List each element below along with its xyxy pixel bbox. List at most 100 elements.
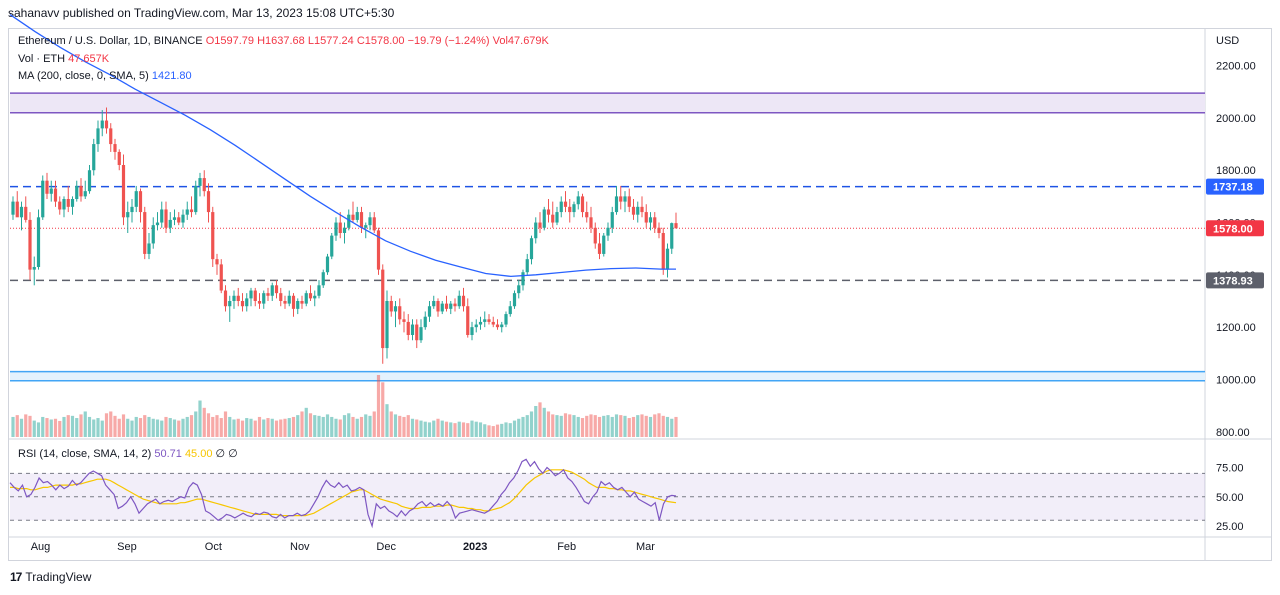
volume-bar [202, 407, 206, 437]
candle-body [470, 327, 474, 335]
candle-body [253, 290, 257, 301]
candle [559, 196, 563, 218]
candle [385, 290, 389, 359]
candle-body [572, 204, 576, 213]
volume-bar [164, 416, 168, 437]
candle [189, 196, 194, 218]
volume-bar [653, 414, 657, 437]
candle [215, 253, 219, 275]
volume-bar [538, 402, 542, 437]
volume-bar [402, 416, 406, 437]
candle-body [457, 295, 461, 307]
candle [164, 201, 168, 233]
candle-body [636, 206, 640, 215]
candle-body [478, 321, 483, 325]
candle-body [665, 248, 670, 270]
candle [262, 290, 266, 309]
candle-body [155, 222, 160, 226]
volume-bar [636, 415, 640, 437]
candle [313, 290, 317, 307]
candle [236, 287, 240, 307]
candle [619, 185, 623, 210]
candle-body [627, 196, 631, 207]
candle [648, 212, 653, 231]
candle [304, 290, 308, 307]
candle [228, 295, 232, 322]
volume-bar [66, 415, 70, 437]
candle [11, 196, 15, 220]
symbol-label[interactable]: Ethereum / U.S. Dollar, 1D, BINANCE [18, 35, 203, 47]
volume-last-value: 47.657K [68, 53, 110, 65]
candle-body [444, 303, 449, 309]
candle [32, 256, 36, 286]
candle-body [644, 212, 648, 223]
candle-body [228, 301, 232, 307]
candle [436, 298, 440, 317]
volume-bar [45, 418, 49, 437]
volume-bar [109, 411, 113, 437]
candle-body [32, 267, 36, 270]
candle [300, 295, 304, 309]
volume-label[interactable]: Vol · ETH [18, 53, 66, 65]
candle [610, 206, 614, 233]
candle-body [232, 295, 236, 301]
candle [109, 123, 113, 152]
volume-bar [317, 415, 321, 437]
candle-body [449, 303, 453, 309]
candle [70, 196, 75, 215]
candle-body [589, 217, 593, 228]
volume-bar [580, 418, 585, 437]
volume-bar [529, 411, 534, 437]
candle [478, 316, 483, 330]
candle [376, 227, 381, 275]
candle-body [257, 301, 262, 304]
candle-body [185, 209, 189, 215]
candle [66, 185, 70, 213]
candle-body [585, 212, 589, 218]
candle [606, 222, 610, 241]
volume-bar [300, 411, 304, 437]
price-tick-label: 1000.00 [1216, 374, 1256, 386]
footer-brand[interactable]: 17 TradingView [10, 570, 91, 584]
candle-body [130, 206, 134, 213]
candle-body [58, 201, 62, 210]
volume-bar [134, 416, 138, 437]
candle-body [474, 324, 478, 328]
volume-bar [338, 419, 342, 437]
candle [58, 196, 62, 215]
volume-bar [444, 421, 449, 437]
candle [338, 212, 342, 239]
candle-body [334, 222, 338, 236]
price-badge-bg [1206, 178, 1264, 195]
candle-body [610, 212, 614, 228]
price-badge: 1737.18 [1206, 178, 1264, 195]
volume-bar [478, 422, 483, 437]
volume-bar [325, 414, 330, 437]
volume-bar [393, 414, 398, 437]
rsi-label[interactable]: RSI (14, close, SMA, 14, 2) [18, 448, 152, 460]
candle-body [172, 217, 177, 220]
candle [147, 233, 151, 260]
candle [457, 290, 461, 309]
candle-body [15, 201, 19, 218]
candle [36, 209, 41, 270]
candle [181, 209, 185, 228]
candle-body [83, 191, 87, 197]
candle-body [500, 324, 504, 328]
ma-label[interactable]: MA (200, close, 0, SMA, 5) [18, 70, 149, 82]
volume-bar [117, 418, 121, 437]
candle [372, 212, 376, 233]
candle-body [126, 212, 130, 218]
candle [194, 180, 198, 215]
candle-body [640, 206, 644, 213]
candle-body [143, 212, 147, 254]
candle [160, 201, 164, 228]
volume-bar [28, 415, 32, 437]
candle-body [427, 306, 432, 317]
volume-bar [36, 422, 41, 437]
candle [126, 201, 130, 233]
candle [521, 269, 525, 291]
candle [368, 212, 372, 231]
candle [223, 285, 228, 312]
